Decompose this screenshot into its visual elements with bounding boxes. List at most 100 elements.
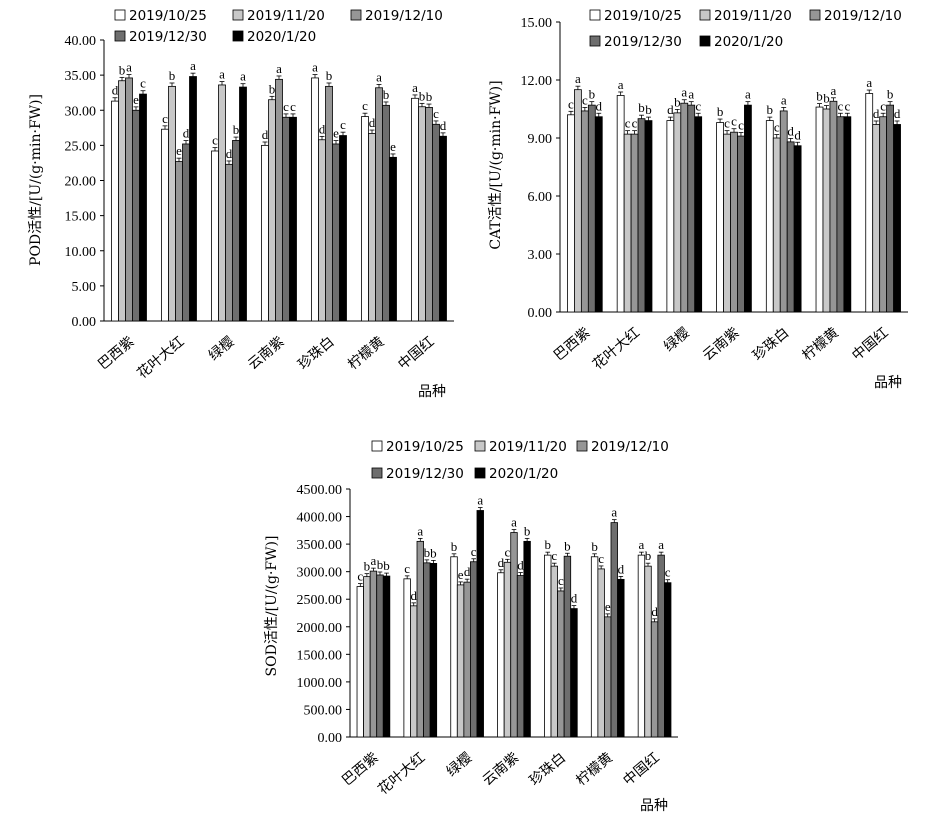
significance-label: c xyxy=(695,98,701,113)
y-tick-label: 30.00 xyxy=(65,104,97,119)
significance-label: c xyxy=(404,561,410,576)
significance-label: a xyxy=(240,69,246,84)
legend-label: 2019/10/25 xyxy=(386,439,464,455)
legend-swatch xyxy=(589,35,601,47)
y-tick-label: 9.00 xyxy=(528,132,553,147)
bar xyxy=(570,608,578,738)
bar xyxy=(893,124,901,313)
y-tick-label: 6.00 xyxy=(528,190,553,205)
bar xyxy=(580,110,589,313)
legend-label: 2020/1/20 xyxy=(489,466,558,482)
significance-label: d xyxy=(226,146,233,161)
significance-label: c xyxy=(724,116,730,131)
bar xyxy=(872,124,881,313)
significance-label: c xyxy=(558,573,564,588)
significance-label: c xyxy=(290,99,296,114)
significance-label: d xyxy=(440,118,447,133)
category-label: 云南紫 xyxy=(480,750,522,789)
bar xyxy=(432,123,440,322)
significance-label: d xyxy=(464,564,471,579)
significance-label: c xyxy=(340,117,346,132)
legend-swatch xyxy=(232,30,244,42)
y-tick-label: 15.00 xyxy=(65,210,97,225)
bar xyxy=(423,562,431,738)
significance-label: c xyxy=(362,98,368,113)
significance-label: c xyxy=(738,118,744,133)
bar xyxy=(318,139,326,322)
bar xyxy=(616,95,625,313)
bar xyxy=(368,133,376,322)
significance-label: a xyxy=(276,61,282,76)
significance-label: a xyxy=(371,553,377,568)
bar xyxy=(218,84,226,322)
significance-label: b xyxy=(767,102,774,117)
significance-label: e xyxy=(458,567,464,582)
bar xyxy=(463,581,471,738)
y-tick-label: 4000.00 xyxy=(297,511,343,526)
significance-label: a xyxy=(190,58,196,73)
bar xyxy=(843,116,852,313)
bar xyxy=(268,99,276,322)
significance-label: d xyxy=(667,102,674,117)
significance-label: c xyxy=(568,96,574,111)
bar xyxy=(644,120,653,313)
bar xyxy=(544,554,552,738)
category-label: 巴西紫 xyxy=(339,750,381,789)
legend-label: 2019/12/10 xyxy=(365,8,443,24)
category-label: 柠檬黄 xyxy=(344,333,387,373)
bar xyxy=(161,128,169,322)
bar xyxy=(886,104,894,313)
bar xyxy=(879,116,888,313)
legend-label: 2020/1/20 xyxy=(714,34,783,50)
significance-label: d xyxy=(410,588,417,603)
significance-label: a xyxy=(611,505,617,520)
y-axis-label: POD活性/[U/(g·min·FW)] xyxy=(28,94,44,266)
significance-label: a xyxy=(511,515,517,530)
bar xyxy=(497,572,505,738)
x-axis-label: 品种 xyxy=(874,375,902,391)
bar xyxy=(225,163,233,322)
significance-label: c xyxy=(471,544,477,559)
significance-label: d xyxy=(517,558,524,573)
significance-label: e xyxy=(176,143,182,158)
significance-label: b xyxy=(887,87,894,102)
significance-label: d xyxy=(894,106,901,121)
bar xyxy=(375,87,383,322)
legend-swatch xyxy=(114,9,126,21)
legend-label: 2019/10/25 xyxy=(129,8,207,24)
bar xyxy=(657,554,665,738)
significance-label: b xyxy=(823,91,830,106)
bar xyxy=(650,621,659,738)
bar xyxy=(604,616,612,738)
significance-label: c xyxy=(625,116,631,131)
bar xyxy=(716,122,724,313)
significance-label: a xyxy=(781,92,787,107)
significance-label: a xyxy=(575,71,581,86)
significance-label: b xyxy=(645,548,652,563)
significance-label: a xyxy=(219,67,225,82)
bar xyxy=(456,584,465,738)
significance-label: b xyxy=(326,68,333,83)
bar xyxy=(765,120,774,313)
significance-label: a xyxy=(658,537,664,552)
significance-label: b xyxy=(119,62,126,77)
significance-label: b xyxy=(451,539,458,554)
significance-label: a xyxy=(477,493,483,508)
y-tick-label: 0.00 xyxy=(528,306,553,321)
bar xyxy=(139,93,147,322)
significance-label: c xyxy=(212,133,218,148)
significance-label: b xyxy=(364,559,371,574)
category-label: 云南紫 xyxy=(700,325,742,364)
significance-label: b xyxy=(426,89,433,104)
bar xyxy=(623,133,632,313)
bar xyxy=(189,76,197,322)
legend-label: 2019/12/30 xyxy=(129,29,207,45)
legend-swatch xyxy=(809,9,821,21)
significance-label: b xyxy=(717,104,724,119)
bar xyxy=(403,578,411,738)
significance-label: c xyxy=(598,551,604,566)
bar xyxy=(275,78,283,322)
bar xyxy=(125,77,133,322)
y-tick-label: 20.00 xyxy=(65,175,97,190)
legend-swatch xyxy=(699,35,711,47)
